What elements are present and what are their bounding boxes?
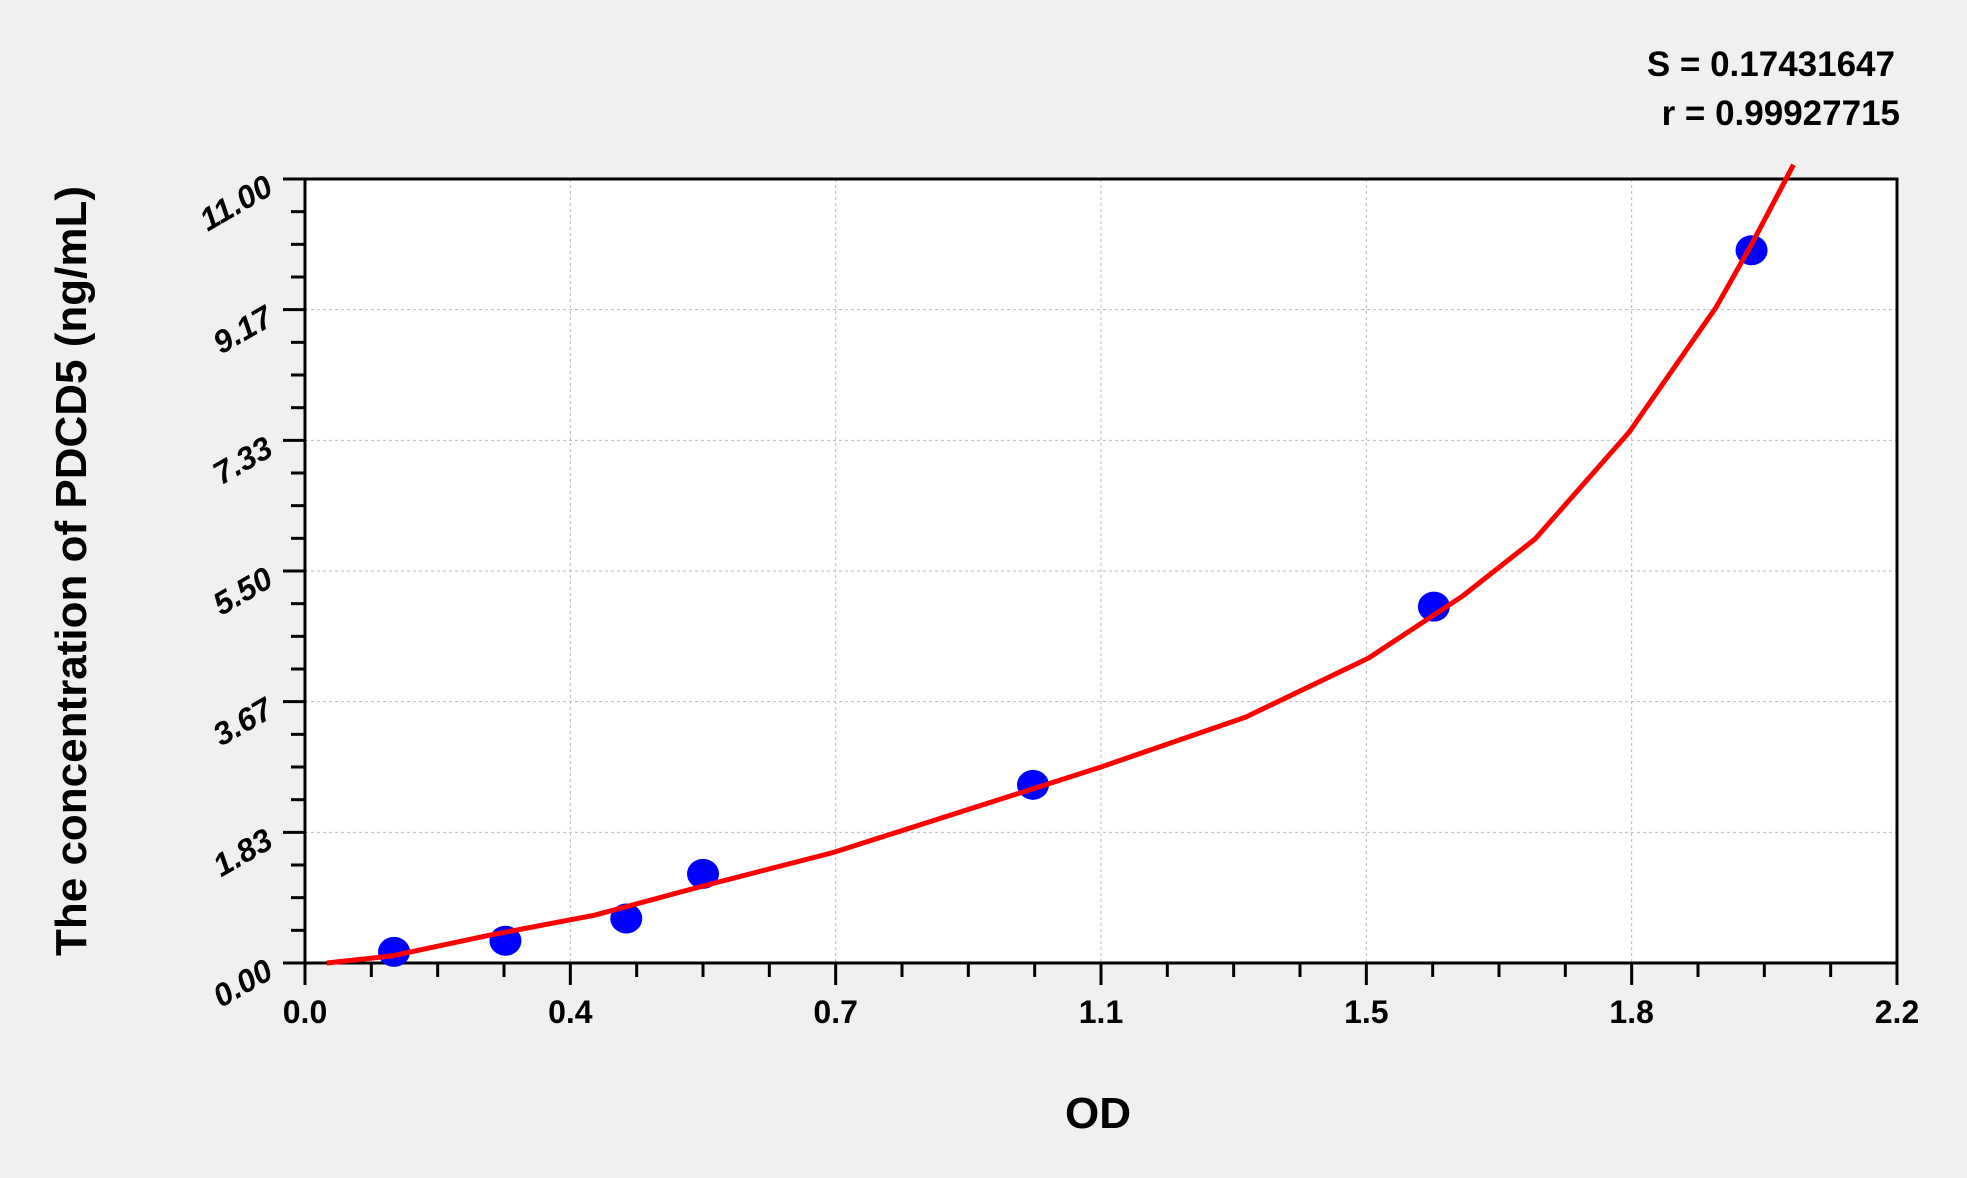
data-point (378, 936, 411, 967)
y-tick-label: 5.50 (207, 560, 279, 622)
y-tick-label: 11.00 (193, 168, 278, 238)
x-tick-labels: 0.0 0.4 0.7 1.1 1.5 1.8 2.2 (283, 994, 1919, 1030)
x-tick-label: 1.1 (1079, 994, 1123, 1030)
x-tick-label: 2.2 (1875, 994, 1919, 1030)
y-tick-label: 3.67 (207, 689, 281, 752)
y-tick-label: 9.17 (207, 297, 281, 360)
x-axis-label: OD (1065, 1089, 1131, 1138)
data-point (1417, 591, 1450, 622)
s-statistic: S = 0.17431647 (1647, 45, 1895, 84)
y-tick-label: 7.33 (207, 429, 279, 491)
y-tick-label: 0.00 (207, 952, 279, 1014)
x-tick-label: 1.5 (1344, 994, 1388, 1030)
axis-ticks (283, 177, 1899, 985)
plot-frame (303, 177, 1899, 965)
r-statistic: r = 0.99927715 (1662, 94, 1900, 133)
fit-curve (326, 163, 1796, 966)
y-axis-label: The concentration of PDCD5 (ng/mL) (47, 186, 96, 956)
data-points (378, 235, 1768, 967)
x-tick-label: 0.7 (813, 994, 857, 1030)
y-tick-labels: 0.00 1.83 3.67 5.50 7.33 9.17 11.00 (193, 168, 280, 1014)
x-tick-label: 0.4 (548, 994, 593, 1030)
y-tick-label: 1.83 (207, 821, 279, 883)
x-tick-label: 0.0 (283, 994, 327, 1030)
grid-lines (305, 179, 1897, 963)
x-tick-label: 1.8 (1609, 994, 1653, 1030)
